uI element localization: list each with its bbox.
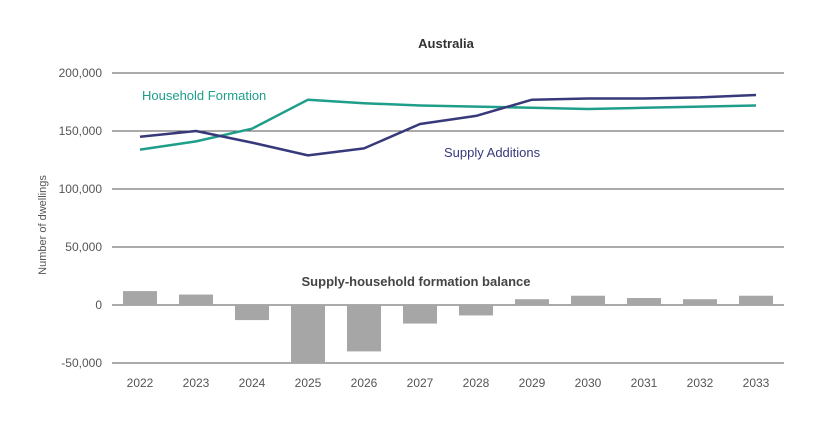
series-line [139,93,757,157]
grid-layer: -50,000 0 50,000 100,000 150,000 200,000 [59,66,784,370]
balance-bar [347,305,381,352]
balance-bar [683,299,717,305]
x-tick-label: 2029 [519,376,546,390]
x-tick-label: 2031 [631,376,658,390]
series-line [139,98,757,151]
series-label-household-formation: Household Formation [142,88,266,103]
y-tick-label: 0 [95,298,102,312]
balance-bar [403,305,437,324]
balance-bar [571,295,605,305]
x-tick-label: 2022 [127,376,154,390]
label-layer: 2022 2023 2024 2025 2026 2027 2028 2029 2030 2031… [127,88,770,390]
series-label-supply-additions: Supply Additions [444,145,541,160]
x-tick-label: 2033 [743,376,770,390]
y-tick-label: 50,000 [65,240,102,254]
x-tick-label: 2024 [239,376,266,390]
x-tick-label: 2025 [295,376,322,390]
y-tick-label: -50,000 [61,356,102,370]
y-tick-label: 100,000 [59,182,103,196]
x-tick-label: 2032 [687,376,714,390]
series-label-balance: Supply-household formation balance [302,274,531,289]
x-tick-label: 2030 [575,376,602,390]
balance-bar [627,298,661,305]
balance-bar [515,299,549,305]
x-tick-label: 2027 [407,376,434,390]
balance-bar [123,291,157,305]
y-tick-label: 200,000 [59,66,103,80]
chart-title: Australia [418,36,474,51]
balance-bar [179,294,213,305]
x-tick-label: 2028 [463,376,490,390]
line-layer [139,93,757,157]
x-tick-label: 2026 [351,376,378,390]
balance-bar [459,305,493,316]
bar-layer [123,291,773,363]
balance-bar [235,305,269,321]
balance-bar [291,305,325,363]
balance-bar [739,295,773,305]
y-tick-label: 150,000 [59,124,103,138]
y-axis-label: Number of dwellings [37,175,49,275]
x-tick-label: 2023 [183,376,210,390]
